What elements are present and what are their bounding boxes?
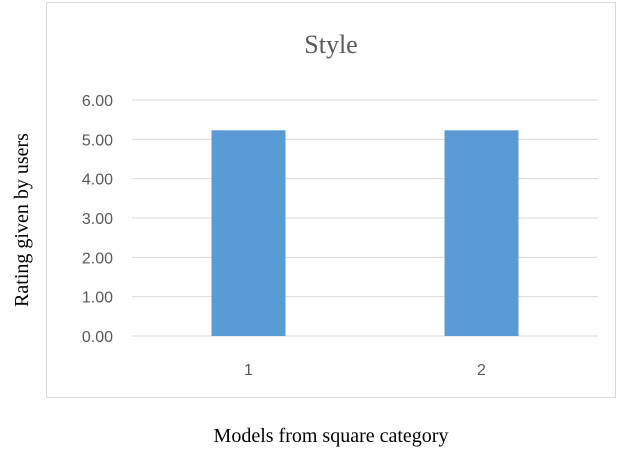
chart-title: Style bbox=[304, 30, 358, 59]
bar bbox=[444, 130, 519, 336]
x-axis-label: Models from square category bbox=[213, 425, 449, 447]
y-tick-label: 4.00 bbox=[82, 172, 113, 189]
y-tick-label: 5.00 bbox=[82, 132, 113, 149]
x-tick-label: 1 bbox=[244, 362, 253, 379]
y-tick-label: 1.00 bbox=[82, 290, 113, 307]
y-tick-label: 0.00 bbox=[82, 329, 113, 346]
chart-frame bbox=[46, 2, 616, 398]
y-tick-label: 6.00 bbox=[82, 93, 113, 110]
bar bbox=[211, 130, 286, 336]
x-tick-label: 2 bbox=[477, 362, 486, 379]
y-tick-label: 2.00 bbox=[82, 250, 113, 267]
y-tick-label: 3.00 bbox=[82, 211, 113, 228]
